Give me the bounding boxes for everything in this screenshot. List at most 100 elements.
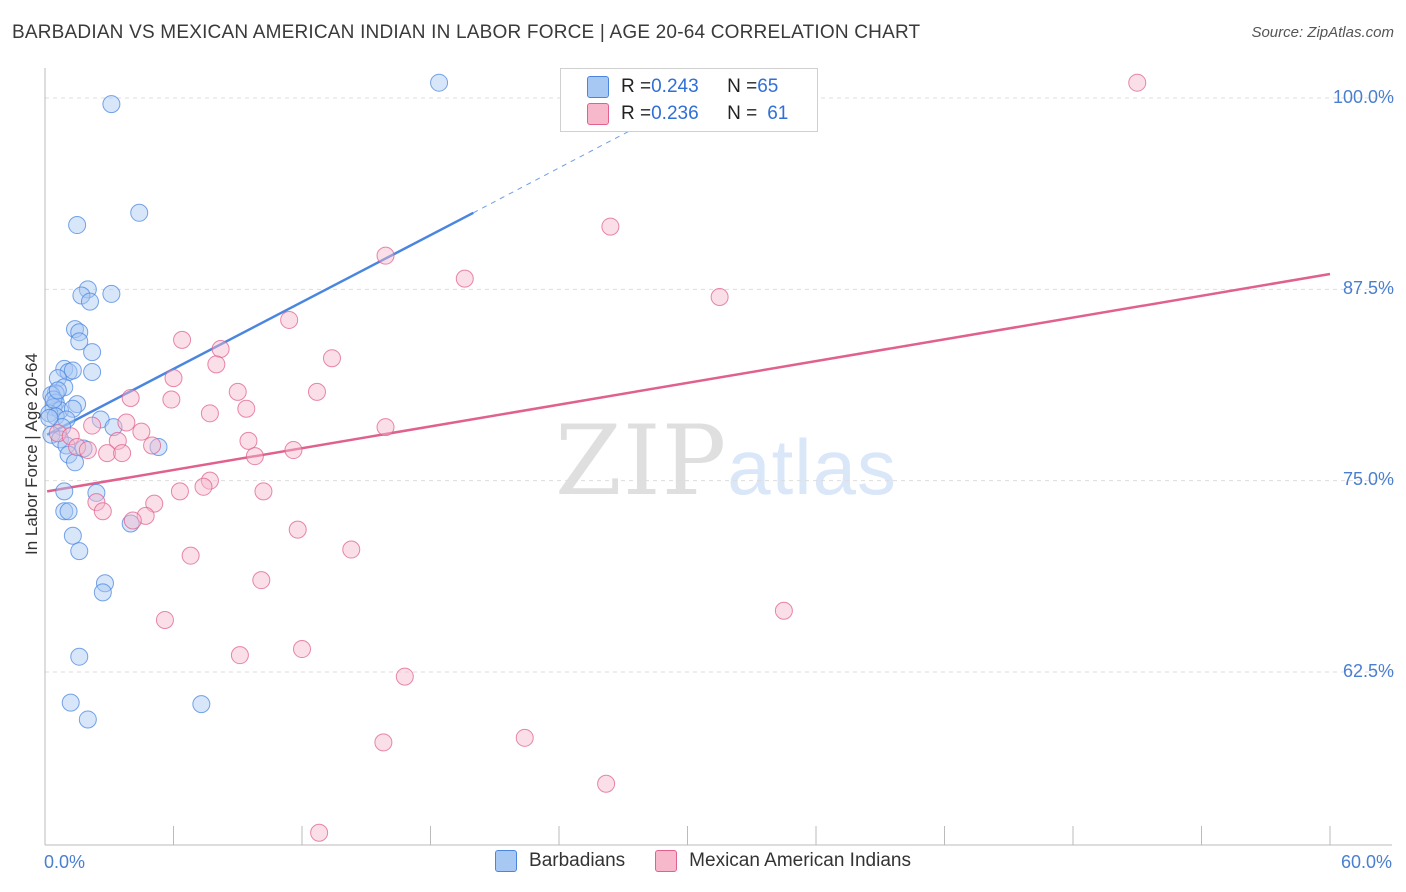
barbadian-point (70, 542, 89, 561)
barbadian-point (63, 399, 82, 418)
x-tick-label-min: 0.0% (44, 852, 86, 872)
barbadian-point (192, 695, 211, 714)
barbadian-trend-extension (473, 128, 635, 214)
mexican-american-indian-point (170, 482, 189, 501)
trend-lines (46, 128, 1331, 493)
mexican-american-indian-point (93, 502, 112, 521)
r-label: R = (621, 103, 652, 124)
legend-row-barbadians: R = 0.243 N = 65 (587, 74, 778, 100)
barbadian-point (83, 343, 102, 362)
mexican-american-indian-point (194, 477, 213, 496)
barbadian-point (93, 583, 112, 602)
mexican-american-indian-point (597, 774, 616, 793)
barbadian-point (48, 369, 67, 388)
stats-legend: R = 0.243 N = 65 R = 0.236 N = 61 (560, 68, 818, 132)
mexican-american-indian-point (310, 823, 329, 842)
mexican-american-indian-point (123, 511, 142, 530)
barbadian-point (40, 408, 59, 427)
blue-swatch-icon (495, 850, 518, 872)
barbadian-point (55, 502, 74, 521)
barbadian-point (83, 362, 102, 381)
mexican-american-indian-point (173, 330, 192, 349)
barbadian-point (102, 284, 121, 303)
axes (44, 68, 1392, 846)
mexican-american-indian-point (113, 444, 132, 463)
mexican-american-indian-point (164, 369, 183, 388)
y-tick-label: 62.5% (1342, 661, 1394, 681)
blue-swatch-icon (587, 76, 609, 98)
mexican-american-indian-point (280, 310, 299, 329)
barbadian-point (78, 710, 97, 729)
mexican-american-indian-point (143, 436, 162, 455)
r-label: R = (621, 76, 652, 97)
n-value: 65 (757, 76, 779, 97)
r-value: 0.236 (651, 103, 699, 124)
source-label: Source: ZipAtlas.com (1251, 24, 1394, 41)
barbadian-point (55, 482, 74, 501)
mexican-american-indian-point (61, 427, 80, 446)
data-points (40, 73, 1147, 842)
mexican-american-indian-point (254, 482, 273, 501)
mexican-american-indian-point (307, 382, 326, 401)
n-value: 61 (767, 103, 789, 124)
mexican-american-indian-point (252, 571, 271, 590)
mexican-american-indian-point (230, 646, 249, 665)
mexican-american-indian-point (228, 382, 247, 401)
barbadian-point (44, 390, 63, 409)
legend-row-mexican-american-indians: R = 0.236 N = 61 (587, 101, 788, 127)
pink-swatch-icon (655, 850, 678, 872)
barbadian-point (149, 437, 168, 456)
barbadian-point (61, 693, 80, 712)
mexican-american-indian-point (145, 494, 164, 513)
barbadian-point (430, 73, 449, 92)
mexican-american-indian-point (293, 640, 311, 659)
mexican-american-indian-point (87, 493, 106, 512)
x-tick-label-max: 60.0% (1340, 852, 1392, 872)
mexican-american-indian-point (374, 733, 393, 752)
gridlines (45, 97, 1392, 673)
chart-title: BARBADIAN VS MEXICAN AMERICAN INDIAN IN … (12, 22, 921, 43)
r-value: 0.243 (651, 76, 699, 97)
mexican-american-indian-point (284, 441, 303, 460)
legend-item-barbadians[interactable]: Barbadians (495, 850, 625, 872)
mexican-american-indian-point (376, 418, 395, 437)
mexican-american-indian-point (78, 441, 97, 460)
mexican-american-indian-point (376, 246, 395, 265)
mexican-american-indian-point (68, 437, 87, 456)
y-tick-label: 87.5% (1342, 278, 1394, 298)
mexican-american-indian-point (239, 431, 258, 450)
mexican-american-indian-point (117, 413, 136, 432)
mexican-american-indian-point (515, 728, 534, 747)
barbadian-point (130, 203, 149, 222)
barbadian-point (70, 647, 89, 666)
mexican-american-indian-point (395, 667, 414, 686)
mexican-american-indian-point (200, 404, 219, 423)
legend-label: Mexican American Indians (689, 850, 911, 871)
barbadian-point (70, 323, 89, 342)
mexican-american-indian-point (601, 217, 620, 236)
mexican-american-indian-trend-line (46, 272, 1331, 493)
mexican-american-indian-point (83, 416, 102, 435)
mexican-american-indian-point (342, 540, 361, 559)
series-legend: Barbadians Mexican American Indians (0, 850, 1406, 872)
legend-item-mexican-american-indians[interactable]: Mexican American Indians (655, 850, 911, 872)
mexican-american-indian-point (1128, 73, 1147, 92)
mexican-american-indian-point (710, 287, 729, 306)
barbadian-point (65, 453, 84, 472)
mexican-american-indian-point (132, 422, 151, 441)
pink-swatch-icon (587, 103, 609, 125)
n-label: N = (727, 76, 758, 97)
legend-label: Barbadians (529, 850, 626, 871)
mexican-american-indian-point (237, 399, 256, 418)
y-tick-label: 75.0% (1342, 469, 1394, 489)
barbadian-point (70, 332, 89, 351)
mexican-american-indian-point (322, 349, 341, 368)
barbadian-point (63, 526, 82, 545)
mexican-american-indian-point (108, 431, 127, 450)
mexican-american-indian-point (207, 355, 226, 374)
mexican-american-indian-point (121, 389, 140, 408)
barbadian-point (59, 502, 78, 521)
y-tick-label: 100.0% (1332, 87, 1394, 107)
mexican-american-indian-point (455, 269, 474, 288)
